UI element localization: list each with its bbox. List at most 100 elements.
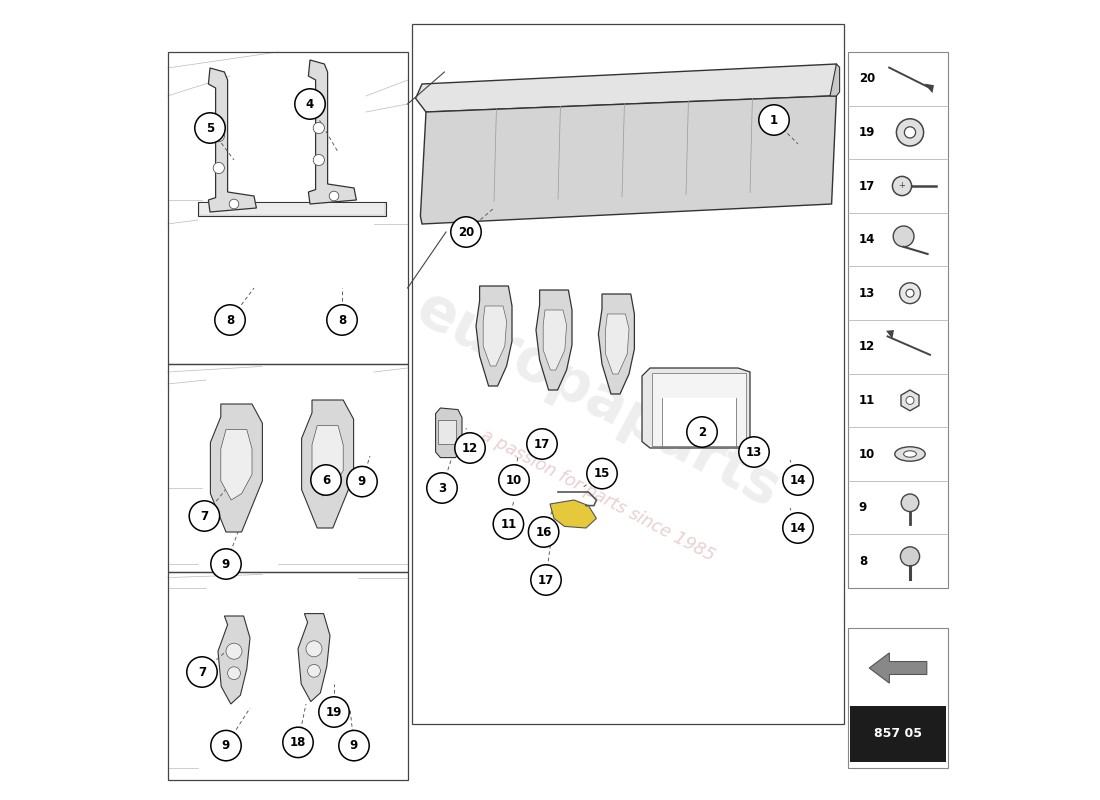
Text: 19: 19 <box>326 706 342 718</box>
Ellipse shape <box>894 446 925 461</box>
Circle shape <box>308 664 320 677</box>
Text: 10: 10 <box>506 474 522 486</box>
Text: 17: 17 <box>538 574 554 586</box>
Polygon shape <box>642 368 750 448</box>
Bar <box>651 373 746 446</box>
Circle shape <box>329 191 339 201</box>
Polygon shape <box>924 83 934 93</box>
Circle shape <box>892 176 912 196</box>
Text: 13: 13 <box>859 286 876 300</box>
Circle shape <box>228 667 241 680</box>
Circle shape <box>493 509 524 539</box>
Text: +: + <box>899 182 905 190</box>
Polygon shape <box>218 616 250 704</box>
Text: 20: 20 <box>859 72 876 86</box>
Circle shape <box>283 727 313 758</box>
Text: a passion for parts since 1985: a passion for parts since 1985 <box>478 426 718 566</box>
Text: 1: 1 <box>770 114 778 126</box>
Polygon shape <box>550 500 596 528</box>
Text: 9: 9 <box>222 558 230 570</box>
Polygon shape <box>208 68 256 212</box>
Circle shape <box>896 118 924 146</box>
Polygon shape <box>901 390 918 411</box>
Text: 14: 14 <box>859 233 876 246</box>
Text: 9: 9 <box>859 501 867 514</box>
Bar <box>412 24 845 724</box>
Polygon shape <box>308 60 356 204</box>
Polygon shape <box>830 64 839 96</box>
Polygon shape <box>536 290 572 390</box>
Text: 8: 8 <box>338 314 346 326</box>
Polygon shape <box>543 310 566 370</box>
Circle shape <box>451 217 481 247</box>
Circle shape <box>211 730 241 761</box>
Text: 15: 15 <box>594 467 610 480</box>
Polygon shape <box>606 314 629 374</box>
Text: 17: 17 <box>859 179 876 193</box>
Bar <box>198 202 386 216</box>
Text: 5: 5 <box>206 122 214 134</box>
Text: 11: 11 <box>500 518 517 530</box>
Text: 10: 10 <box>859 447 876 461</box>
Circle shape <box>314 154 324 166</box>
Circle shape <box>229 199 239 209</box>
Bar <box>167 572 408 780</box>
Circle shape <box>346 466 377 497</box>
Polygon shape <box>436 408 462 458</box>
Text: 6: 6 <box>322 474 330 486</box>
Text: 9: 9 <box>358 475 366 488</box>
Text: 7: 7 <box>198 666 206 678</box>
Text: 4: 4 <box>306 98 315 110</box>
Text: europaparts: europaparts <box>406 280 790 520</box>
Text: 9: 9 <box>222 739 230 752</box>
Circle shape <box>900 282 921 303</box>
Circle shape <box>454 433 485 463</box>
Polygon shape <box>221 430 252 500</box>
Text: 16: 16 <box>536 526 552 538</box>
Circle shape <box>213 162 224 174</box>
Polygon shape <box>476 286 512 386</box>
Polygon shape <box>598 294 635 394</box>
Circle shape <box>893 226 914 246</box>
Text: 18: 18 <box>289 736 306 749</box>
Circle shape <box>211 549 241 579</box>
Circle shape <box>739 437 769 467</box>
Text: 20: 20 <box>458 226 474 238</box>
Text: 9: 9 <box>350 739 359 752</box>
Polygon shape <box>886 330 894 338</box>
Polygon shape <box>420 96 836 224</box>
Polygon shape <box>416 64 838 112</box>
Ellipse shape <box>903 451 916 457</box>
Polygon shape <box>312 426 343 496</box>
Text: 7: 7 <box>200 510 209 522</box>
Circle shape <box>306 641 322 657</box>
Text: 12: 12 <box>859 340 876 354</box>
Circle shape <box>214 305 245 335</box>
Text: 12: 12 <box>462 442 478 454</box>
Bar <box>438 420 456 444</box>
Bar <box>662 398 736 446</box>
Circle shape <box>195 113 226 143</box>
Text: 2: 2 <box>697 426 706 438</box>
Circle shape <box>339 730 370 761</box>
Circle shape <box>901 546 920 566</box>
Text: 11: 11 <box>859 394 876 407</box>
Circle shape <box>311 465 341 495</box>
Circle shape <box>528 517 559 547</box>
Circle shape <box>527 429 558 459</box>
Circle shape <box>314 122 324 134</box>
Bar <box>850 706 946 762</box>
Polygon shape <box>298 614 330 702</box>
Bar <box>848 628 948 768</box>
Circle shape <box>759 105 789 135</box>
Polygon shape <box>210 404 263 532</box>
Circle shape <box>906 396 914 404</box>
Circle shape <box>904 126 915 138</box>
Circle shape <box>295 89 326 119</box>
Circle shape <box>226 643 242 659</box>
Circle shape <box>901 494 918 512</box>
Text: 857 05: 857 05 <box>874 727 922 740</box>
Text: 14: 14 <box>790 522 806 534</box>
Circle shape <box>427 473 458 503</box>
Text: 13: 13 <box>746 446 762 458</box>
